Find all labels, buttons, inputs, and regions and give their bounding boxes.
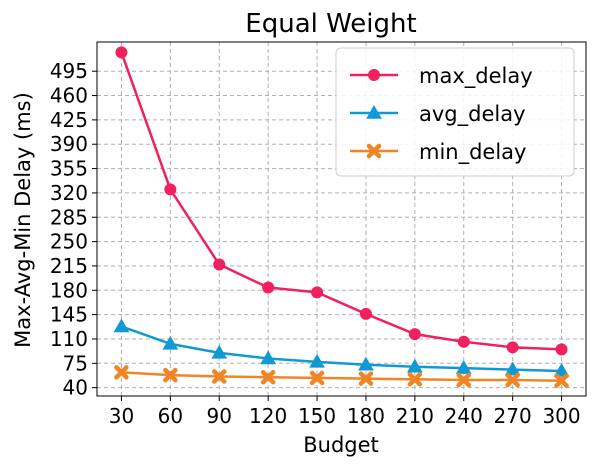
y-tick-label: 425 [50, 108, 88, 132]
data-point-max_delay [164, 183, 177, 196]
data-point-min_delay [358, 371, 374, 386]
data-point-avg_delay [455, 360, 472, 374]
series-group [113, 46, 570, 388]
legend: max_delay avg_delay min_delay [335, 47, 575, 177]
x-tick-label: 180 [347, 404, 385, 428]
data-point-min_delay [309, 370, 325, 386]
series-max_delay [115, 46, 568, 356]
x-tick-label: 120 [249, 404, 287, 428]
y-tick-label: 75 [63, 351, 88, 375]
x-tick-label: 300 [542, 404, 580, 428]
y-tick-label: 40 [63, 376, 88, 400]
y-tick-label: 250 [50, 230, 88, 254]
legend-marker [368, 69, 380, 81]
y-tick-label: 145 [50, 303, 88, 327]
x-tick-label: 60 [158, 404, 183, 428]
data-point-avg_delay [309, 353, 325, 368]
data-point-max_delay [506, 341, 519, 354]
data-point-avg_delay [113, 318, 130, 333]
legend-label: avg_delay [419, 102, 526, 127]
data-point-min_delay [212, 369, 227, 384]
data-point-avg_delay [211, 344, 228, 359]
data-point-avg_delay [406, 358, 423, 373]
series-line-min_delay [121, 371, 562, 382]
data-point-min_delay [114, 365, 129, 380]
legend-marker [366, 104, 382, 119]
series-line-avg_delay [121, 325, 562, 373]
plot-frame [96, 41, 587, 397]
series-min_delay [114, 365, 569, 388]
y-tick-label: 390 [50, 132, 88, 156]
chart-title: Equal Weight [245, 9, 416, 39]
x-tick-label: 210 [396, 404, 434, 428]
x-tick-label: 240 [445, 404, 483, 428]
y-tick-label: 285 [50, 205, 88, 229]
data-point-avg_delay [260, 350, 277, 365]
legend-item-avg_delay: avg_delay [350, 102, 526, 127]
data-point-min_delay [554, 373, 569, 388]
data-point-max_delay [457, 335, 470, 348]
data-point-max_delay [555, 343, 568, 356]
data-point-avg_delay [553, 362, 570, 377]
data-point-min_delay [407, 372, 423, 387]
legend-label: min_delay [419, 140, 526, 165]
data-point-min_delay [505, 372, 520, 388]
x-axis-label: Budget [303, 433, 379, 457]
legend-box [335, 47, 575, 177]
y-tick-label: 110 [50, 327, 88, 351]
data-point-avg_delay [358, 356, 374, 371]
data-point-min_delay [456, 372, 471, 388]
y-tick-label: 355 [50, 157, 88, 181]
data-point-avg_delay [504, 361, 521, 376]
data-point-min_delay [260, 369, 276, 385]
y-tick-label: 460 [50, 84, 88, 108]
x-tick-label: 270 [494, 404, 532, 428]
data-point-max_delay [311, 286, 324, 299]
data-point-max_delay [359, 307, 372, 320]
legend-item-max_delay: max_delay [350, 64, 533, 89]
y-tick-label: 215 [50, 254, 88, 278]
x-tick-label: 30 [109, 404, 134, 428]
series-line-max_delay [120, 52, 562, 351]
data-point-max_delay [262, 281, 275, 294]
x-tick-label: 150 [298, 404, 336, 428]
x-tick-label: 90 [207, 404, 232, 428]
data-point-max_delay [408, 328, 421, 341]
data-point-min_delay [163, 367, 178, 383]
axes: 30 60 90 120 150 180 210 240 270 3004075110145180… [50, 41, 587, 428]
legend-label: max_delay [419, 64, 533, 89]
data-point-max_delay [115, 46, 128, 59]
legend-item-min_delay: min_delay [350, 140, 526, 165]
y-tick-label: 320 [50, 181, 88, 205]
y-tick-label: 180 [50, 278, 88, 302]
y-axis-label: Max-Avg-Min Delay (ms) [11, 92, 35, 348]
legend-marker [366, 143, 382, 159]
data-point-avg_delay [162, 335, 179, 350]
series-avg_delay [113, 318, 570, 377]
y-tick-label: 495 [50, 59, 88, 83]
data-point-max_delay [213, 258, 226, 271]
